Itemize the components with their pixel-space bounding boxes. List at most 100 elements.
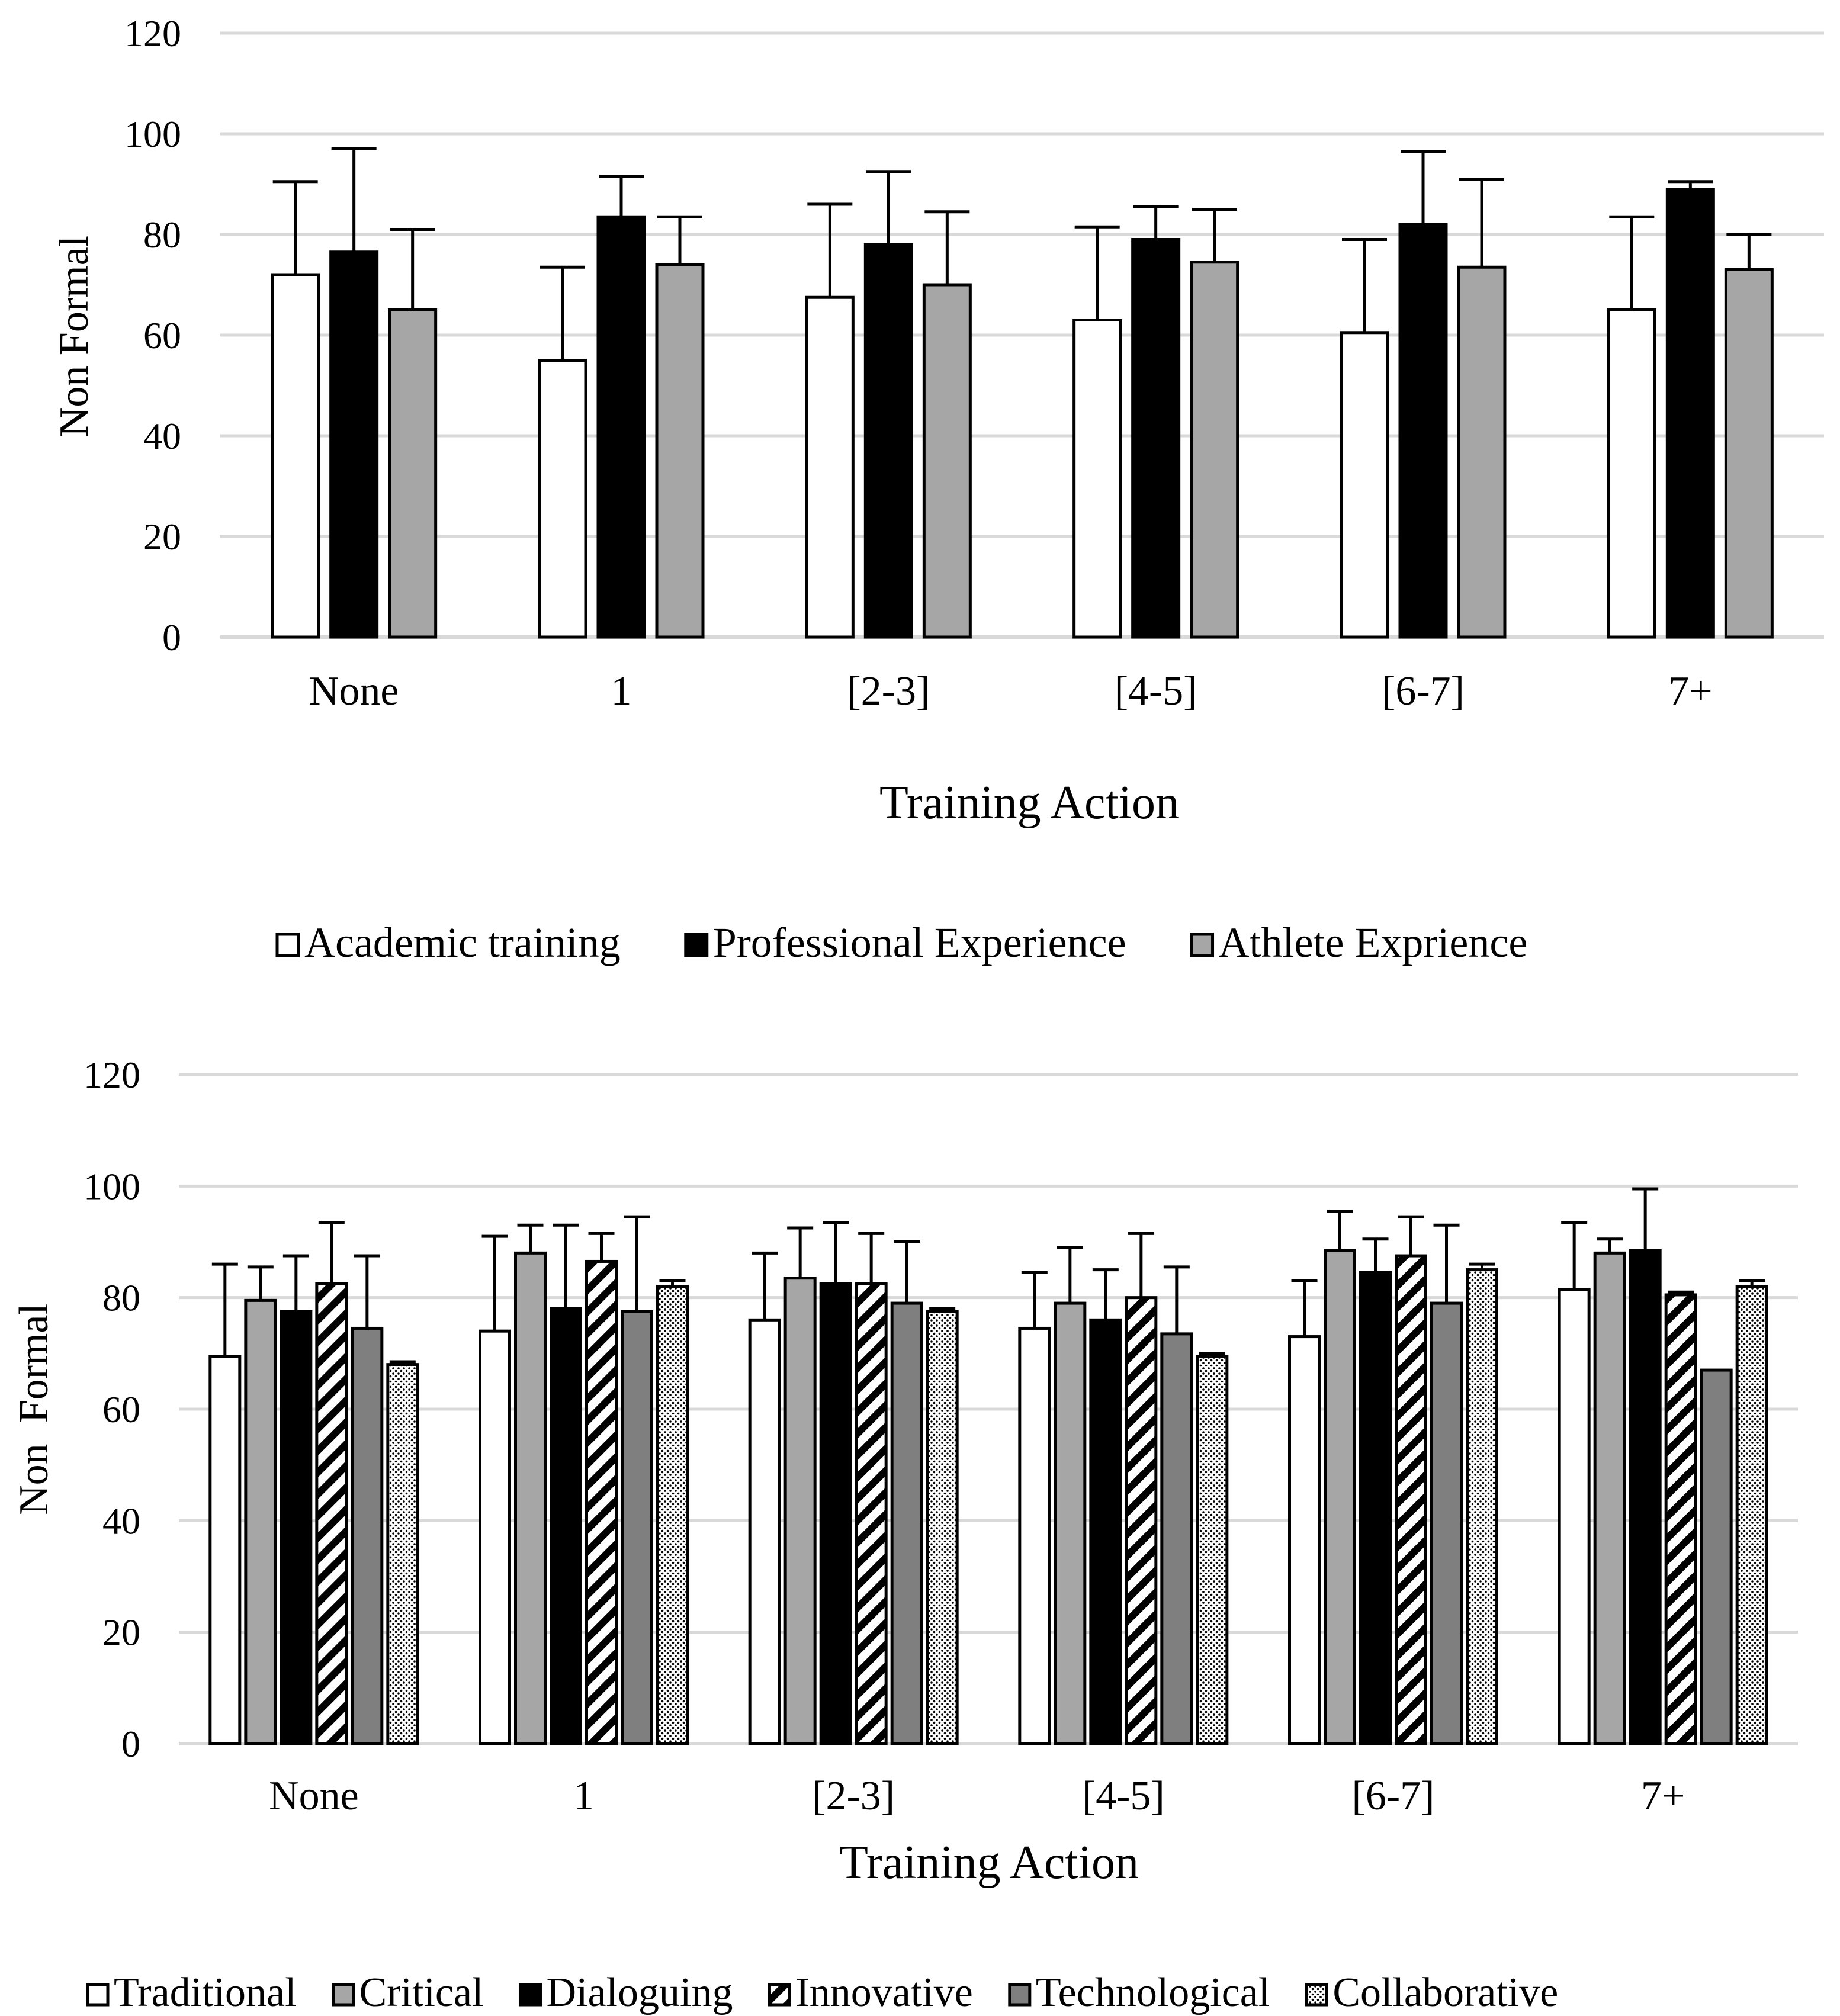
c2-bar-critical bbox=[1054, 1301, 1087, 1745]
c2-x-tick-label: [2-3] bbox=[812, 1773, 895, 1819]
c1-bar-professional-experience bbox=[863, 243, 913, 639]
c1-legend-item-professional-experience: Professional Experience bbox=[684, 919, 1126, 966]
c2-bar-dialoguing bbox=[550, 1307, 582, 1745]
c1-y-axis-label: Non Formal bbox=[52, 236, 97, 437]
c1-bar-athlete-exprience bbox=[1190, 261, 1239, 639]
c2-x-tick-label: [4-5] bbox=[1082, 1773, 1165, 1819]
c2-x-tick-label: [6-7] bbox=[1352, 1773, 1435, 1819]
c2-legend-swatch bbox=[1008, 1983, 1032, 2007]
c2-bar-technological bbox=[1430, 1301, 1463, 1745]
c2-legend-label: Dialoguing bbox=[546, 1970, 733, 2015]
c1-bar-professional-experience bbox=[1665, 188, 1715, 639]
c2-bar-technological bbox=[621, 1310, 653, 1745]
c2-bar-traditional bbox=[208, 1355, 242, 1745]
c1-bar-academic-training bbox=[538, 359, 587, 639]
c2-y-tick-label: 20 bbox=[102, 1612, 140, 1654]
c2-bar-collaborative bbox=[1466, 1268, 1498, 1745]
c2-y-tick-label: 0 bbox=[121, 1723, 140, 1765]
c2-bar-collaborative bbox=[926, 1310, 959, 1745]
c1-bar-academic-training bbox=[271, 273, 320, 639]
c1-bar-athlete-exprience bbox=[655, 263, 705, 639]
c1-x-tick-labels: None 1 [2-3] [4-5] [6-7] 7+ bbox=[309, 668, 1713, 714]
c2-legend-label: Traditional bbox=[114, 1970, 297, 2015]
c2-y-tick-label: 60 bbox=[102, 1388, 140, 1430]
c2-legend-swatch bbox=[86, 1983, 110, 2007]
c2-y-tick-label: 40 bbox=[102, 1500, 140, 1542]
c1-x-tick-label: [2-3] bbox=[847, 668, 930, 714]
c2-x-tick-labels: None 1 [2-3] [4-5] [6-7] 7+ bbox=[269, 1773, 1685, 1819]
c2-x-axis-label: Training Action bbox=[839, 1837, 1139, 1889]
c2-bar-innovative bbox=[585, 1259, 618, 1745]
c1-x-tick-label: [6-7] bbox=[1382, 668, 1465, 714]
c2-bar-technological bbox=[1160, 1332, 1193, 1745]
c2-x-tick-label: 7+ bbox=[1641, 1773, 1685, 1819]
c2-y-axis-label: Non Formal bbox=[11, 1303, 57, 1515]
c2-bar-traditional bbox=[1288, 1335, 1321, 1745]
c2-legend-swatch bbox=[1305, 1983, 1328, 2007]
c1-bar-professional-experience bbox=[1131, 238, 1181, 639]
c2-bar-collaborative bbox=[656, 1285, 689, 1745]
chart-top: 0 20 40 60 80 100 120 None 1 [2-3] [4-5] [6-7] 7+ N… bbox=[52, 12, 1824, 966]
c1-bar-academic-training bbox=[1340, 331, 1389, 639]
c1-bar-athlete-exprience bbox=[1724, 268, 1774, 639]
c2-bar-dialoguing bbox=[1359, 1271, 1392, 1745]
c1-legend-label: Academic training bbox=[304, 919, 621, 966]
c1-x-tick-label: [4-5] bbox=[1115, 668, 1197, 714]
c2-bar-innovative bbox=[1664, 1293, 1697, 1745]
c1-y-tick-label: 80 bbox=[143, 214, 181, 256]
c2-grid bbox=[179, 1073, 1798, 1745]
c1-bar-professional-experience bbox=[596, 215, 646, 639]
c2-bar-technological bbox=[890, 1301, 923, 1745]
c2-bar-traditional bbox=[748, 1318, 781, 1745]
c1-y-tick-label: 100 bbox=[124, 113, 181, 155]
c1-legend-label: Athlete Exprience bbox=[1219, 919, 1528, 966]
c1-y-tick-label: 20 bbox=[143, 516, 181, 558]
c2-bar-dialoguing bbox=[819, 1282, 852, 1745]
c1-bar-athlete-exprience bbox=[1457, 265, 1507, 639]
c2-legend-label: Technological bbox=[1036, 1970, 1270, 2015]
c1-bar-professional-experience bbox=[1398, 223, 1448, 639]
c1-legend-item-academic-training: Academic training bbox=[275, 919, 621, 966]
c2-bar-technological bbox=[1700, 1368, 1733, 1745]
c1-legend-swatch bbox=[1190, 933, 1215, 957]
c2-legend-item-technological: Technological bbox=[1008, 1970, 1270, 2015]
c2-bar-traditional bbox=[1018, 1326, 1051, 1745]
c1-bar-academic-training bbox=[1072, 319, 1122, 639]
c1-y-tick-label: 0 bbox=[162, 616, 181, 658]
c2-legend-label: Innovative bbox=[795, 1970, 972, 2015]
c1-legend-swatch bbox=[684, 933, 709, 957]
c2-x-tick-label: 1 bbox=[573, 1773, 594, 1819]
c2-legend-label: Critical bbox=[359, 1970, 484, 2015]
c2-bar-dialoguing bbox=[1629, 1249, 1662, 1745]
c2-legend-label: Collaborative bbox=[1332, 1970, 1558, 2015]
c2-bar-critical bbox=[1324, 1249, 1356, 1745]
c1-x-tick-label: 1 bbox=[611, 668, 632, 714]
c2-bar-dialoguing bbox=[1089, 1318, 1122, 1745]
c1-bar-professional-experience bbox=[329, 250, 379, 639]
c1-legend-swatch bbox=[275, 933, 300, 957]
c2-x-tick-label: None bbox=[269, 1773, 359, 1819]
c2-legend: Traditional Critical Dialoguing Innovative T… bbox=[86, 1970, 1558, 2015]
c1-bar-athlete-exprience bbox=[922, 283, 972, 639]
c2-bar-collaborative bbox=[1735, 1285, 1768, 1745]
c2-y-tick-label: 80 bbox=[102, 1277, 140, 1319]
c2-bar-technological bbox=[351, 1326, 384, 1745]
c2-bar-innovative bbox=[1125, 1296, 1158, 1745]
c2-bar-innovative bbox=[855, 1282, 888, 1745]
c2-legend-swatch bbox=[332, 1983, 355, 2007]
c1-y-tick-label: 120 bbox=[124, 12, 181, 54]
c1-legend-item-athlete-exprience: Athlete Exprience bbox=[1190, 919, 1528, 966]
c2-legend-item-innovative: Innovative bbox=[768, 1970, 973, 2015]
c2-y-tick-label: 120 bbox=[84, 1054, 140, 1096]
c1-y-tick-labels: 0 20 40 60 80 100 120 bbox=[124, 12, 181, 658]
c2-bar-traditional bbox=[479, 1329, 511, 1745]
c2-bars bbox=[208, 1187, 1768, 1745]
chart-bottom: 0 20 40 60 80 100 120 None 1 [2-3] [4-5] [6-7] 7+ N… bbox=[11, 1054, 1798, 2015]
c2-bar-critical bbox=[514, 1251, 547, 1745]
c2-bar-innovative bbox=[315, 1282, 348, 1745]
c1-x-tick-label: 7+ bbox=[1668, 668, 1712, 714]
c2-bar-critical bbox=[1593, 1251, 1626, 1745]
c2-legend-swatch bbox=[768, 1983, 791, 2007]
c1-legend-label: Professional Experience bbox=[713, 919, 1126, 966]
